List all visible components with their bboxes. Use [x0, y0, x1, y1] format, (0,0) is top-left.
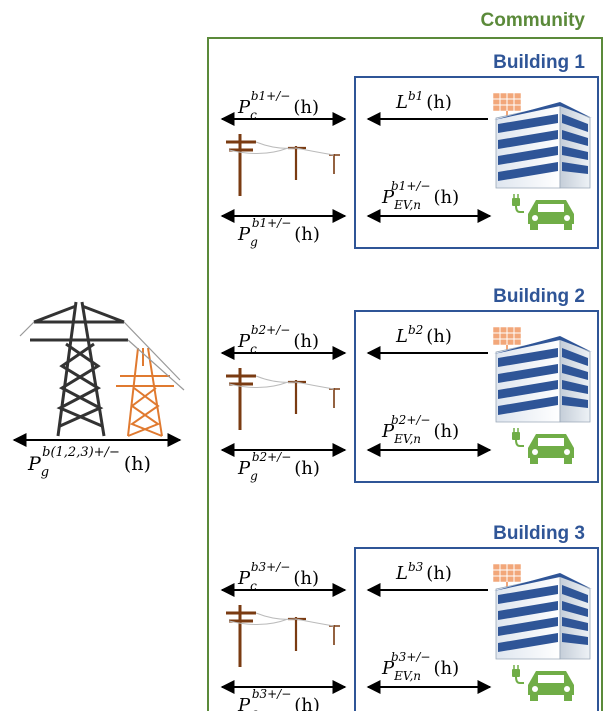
building-title: Building 3 [493, 523, 585, 544]
grid-exchange-label: Pgb3+/−(h) [237, 687, 320, 711]
building-border [354, 547, 599, 711]
community-exchange-label: Pcb2+/−(h) [237, 323, 319, 356]
building-section: Building 2 Pcb2+/−(h) Pgb2+/−(h) Lb2 (h) PEV,… [220, 286, 599, 483]
grid-exchange-label: Pgb2+/−(h) [237, 450, 320, 483]
ev-exchange-label: PEV,nb2+/−(h) [381, 413, 459, 446]
building-title: Building 2 [493, 286, 585, 307]
office-building-icon [494, 102, 592, 189]
community-exchange-label: Pcb1+/−(h) [237, 89, 319, 122]
community-border [207, 37, 603, 711]
electric-car-icon [512, 428, 574, 464]
solar-panel-icon [492, 326, 522, 353]
load-label: Lb3 (h) [395, 560, 452, 584]
building-title: Building 1 [493, 52, 585, 73]
building-border [354, 76, 599, 249]
building-section: Building 1 Pcb1+/−(h) Pgb1+/−(h) Lb1 (h) PEV,… [220, 52, 599, 249]
electric-car-icon [512, 665, 574, 701]
electric-car-icon [512, 194, 574, 230]
utility-poles-icon [226, 368, 340, 430]
ev-exchange-label: PEV,nb3+/−(h) [381, 650, 459, 683]
transmission-tower-icon [19, 301, 185, 437]
load-label: Lb1 (h) [395, 89, 452, 113]
utility-poles-icon [226, 134, 340, 196]
office-building-icon [494, 573, 592, 660]
grid-exchange-label: Pgb(1,2,3)+/−(h) [27, 445, 151, 480]
community-title: Community [481, 10, 586, 31]
grid-section: Pgb(1,2,3)+/−(h) [12, 301, 185, 480]
community-exchange-label: Pcb3+/−(h) [237, 560, 319, 593]
load-label: Lb2 (h) [395, 323, 452, 347]
grid-exchange-label: Pgb1+/−(h) [237, 216, 320, 249]
building-section: Building 3 Pcb3+/−(h) Pgb3+/−(h) Lb3(h) PEV,… [220, 523, 599, 711]
utility-poles-icon [226, 605, 340, 667]
office-building-icon [494, 336, 592, 423]
ev-exchange-label: PEV,nb1+/−(h) [381, 179, 459, 212]
building-border [354, 310, 599, 483]
